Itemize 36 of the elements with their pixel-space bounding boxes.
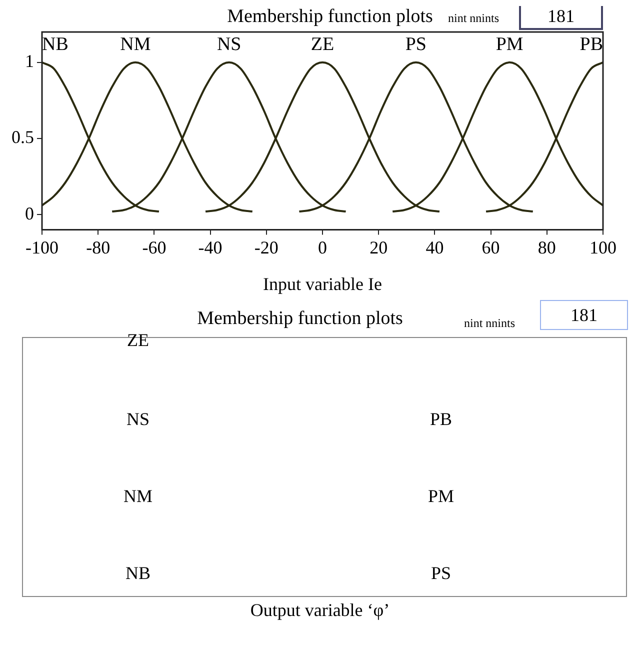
y-tick-label: 0 (25, 203, 34, 224)
text: nint nnints (464, 316, 516, 331)
x-tick-label: 40 (426, 237, 444, 258)
chart-title: Membership function plots (227, 6, 433, 27)
text: PB (428, 409, 454, 430)
text: nint nnints (448, 11, 500, 26)
y-tick-label: 0.5 (12, 127, 34, 148)
text: NM (122, 486, 154, 507)
series-label: PM (496, 34, 524, 55)
text: 181 (540, 300, 628, 330)
series-label: PS (405, 34, 426, 55)
series-label: ZE (310, 34, 334, 55)
x-tick-label: -40 (198, 237, 222, 258)
x-tick-label: 20 (370, 237, 388, 258)
x-tick-label: -20 (254, 237, 278, 258)
series-label: NB (42, 34, 68, 55)
series-label: PB (580, 34, 603, 55)
series-label: NM (120, 34, 151, 55)
x-tick-label: -100 (26, 237, 58, 258)
x-tick-label: 60 (482, 237, 500, 258)
text: Output variable ‘φ’ (249, 600, 391, 621)
x-axis-title: Input variable Ie (263, 274, 382, 294)
x-tick-label: -60 (142, 237, 166, 258)
text: ZE (126, 330, 150, 351)
text: NS (125, 409, 150, 430)
y-tick-label: 1 (25, 51, 34, 72)
x-tick-label: -80 (86, 237, 110, 258)
text: 181 (519, 6, 603, 30)
x-tick-label: 0 (318, 237, 327, 258)
text: NB (124, 563, 152, 584)
text: PS (430, 563, 452, 584)
x-tick-label: 100 (590, 237, 616, 258)
series-label: NS (216, 34, 242, 55)
x-tick-label: 80 (538, 237, 556, 258)
text: PM (426, 486, 455, 507)
text: Membership function plots (196, 308, 404, 330)
